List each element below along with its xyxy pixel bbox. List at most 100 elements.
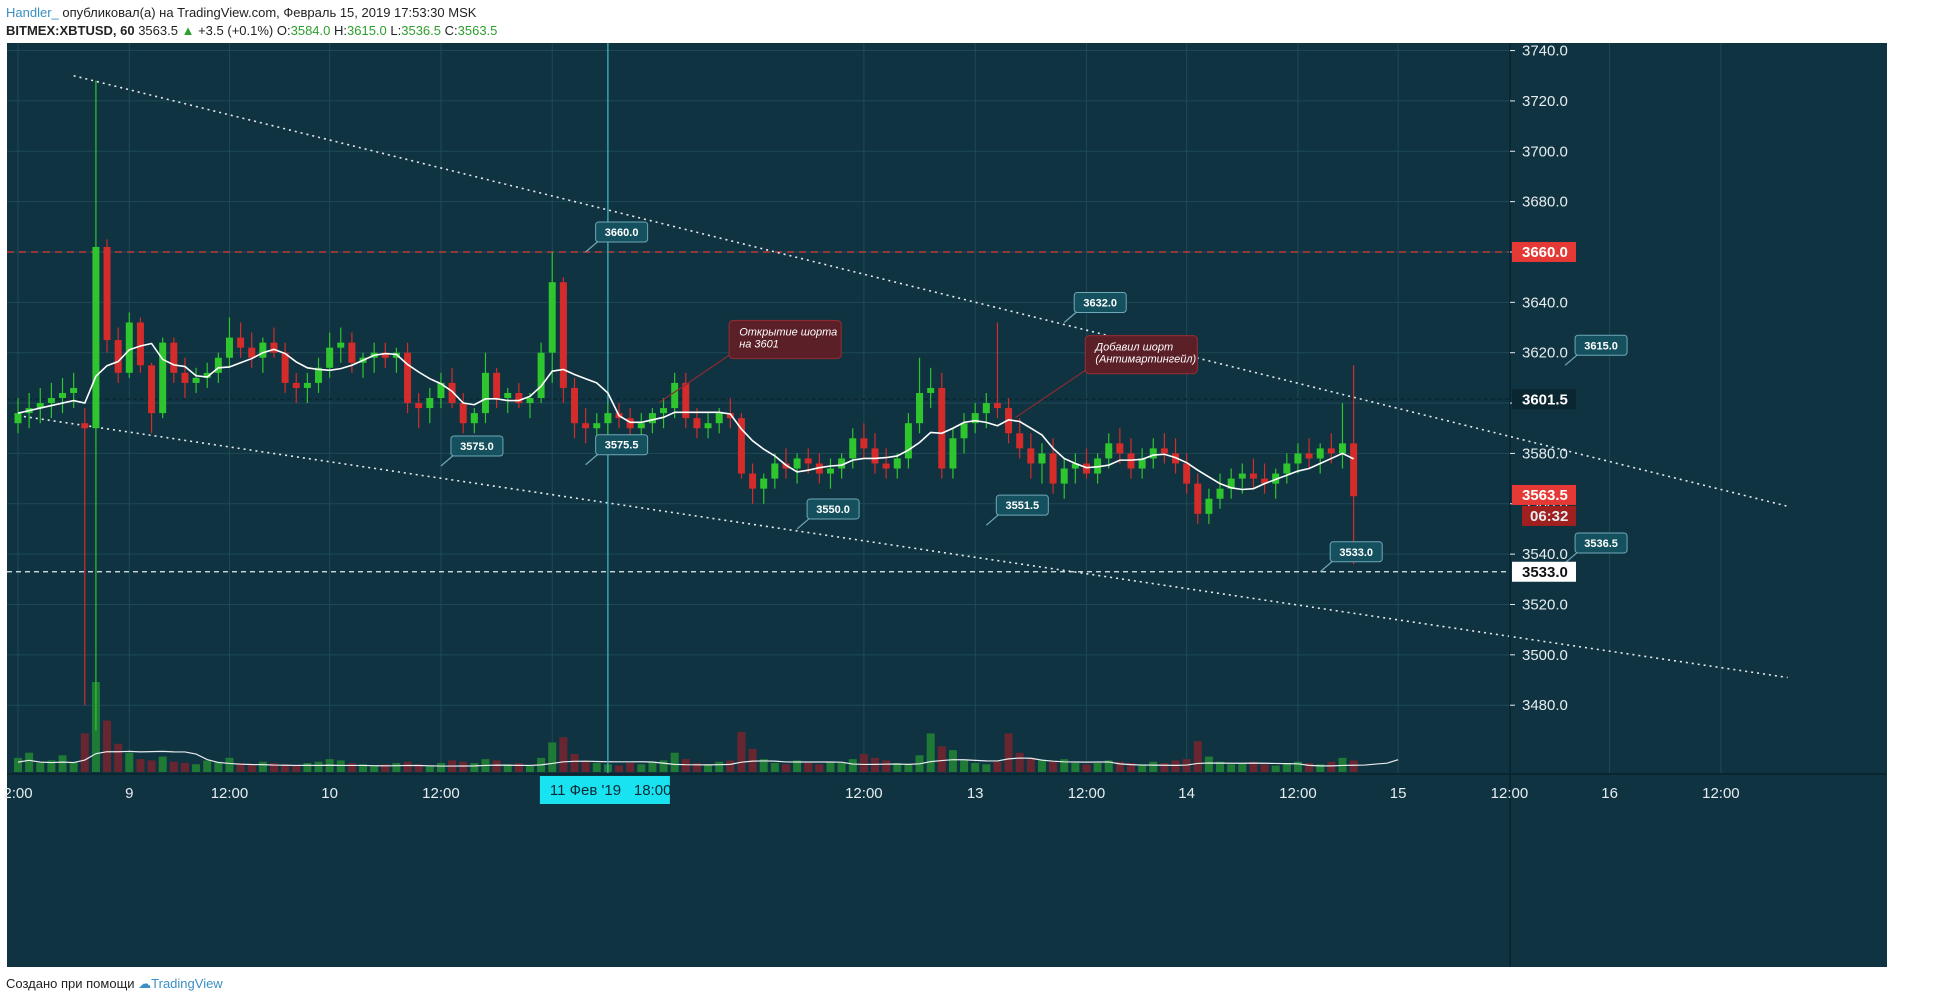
price-tick-label: 3480.0 [1522,697,1568,714]
volume-bar [993,761,1002,772]
volume-bar [548,742,557,772]
volume-bar [1282,763,1291,772]
candle-body [159,342,167,414]
candle-body [303,382,311,388]
volume-bar [114,743,123,772]
author-link[interactable]: Handler_ [6,5,59,20]
publish-line: Handler_ опубликовал(а) на TradingView.c… [6,4,497,22]
candle-body [849,438,857,459]
candle-body [660,408,668,414]
tradingview-logo-icon[interactable]: ☁ [138,976,152,991]
candle-body [1127,453,1135,469]
tradingview-link[interactable]: TradingView [151,976,223,991]
candle-body [1205,498,1213,514]
price-label: 3660.0 [1522,244,1568,261]
price-axis[interactable]: 3740.0 3720.0 3700.0 3680.0 3660.0 3640.0 3620… [1509,42,1576,967]
volume-bar [770,763,779,772]
footer: Создано при помощи ☁TradingView [6,976,223,992]
volume-bar [904,764,913,772]
volume-bar [1227,764,1236,772]
volume-bar [492,760,501,772]
volume-bar [225,757,234,772]
price-tick-label: 3640.0 [1522,294,1568,311]
volume-bar [425,765,434,772]
close-label: C: [444,23,458,38]
callout-label: 3550.0 [816,504,850,516]
volume-bar [793,760,802,772]
candle-body [192,377,200,383]
candle-body [604,413,612,424]
volume-bar [292,765,301,772]
candle-body [1305,453,1313,459]
callout-label: 3533.0 [1339,547,1373,559]
candle-body [470,413,478,424]
candle-body [1094,458,1102,474]
price-label: 3601.5 [1522,391,1568,408]
candle-body [1294,453,1302,464]
volume-bar [748,748,757,772]
volume-bar [570,754,579,772]
volume-bar [1349,760,1358,772]
candle-body [693,418,701,429]
price-label-box [1512,241,1576,262]
candle-body [726,413,734,419]
candle-body [270,342,278,353]
volume-bar [36,763,45,772]
time-tick-label: 14 [1178,785,1195,802]
callout-label: 3536.5 [1584,538,1618,550]
candle-body [916,392,924,424]
candle-body [459,403,467,424]
volume-bar [247,764,256,772]
candle-body [1116,443,1124,454]
candle-body [571,387,578,424]
volume-bar [47,760,56,772]
time-tick-label: 12:00 [1491,785,1529,802]
volume-bar [370,765,379,772]
candle-body [526,398,534,404]
price-tick-label: 3700.0 [1522,143,1568,160]
candle-body [826,468,834,474]
candle-body [404,352,412,404]
volume-bar [436,763,445,772]
volume-bar [948,750,957,772]
price-change: +3.5 (+0.1%) [198,23,274,38]
callout-label: 3660.0 [605,227,639,239]
candle-body [704,423,712,429]
candle-body [92,246,100,429]
candle-body [548,282,556,353]
time-tick-label: 12:00 [845,785,883,802]
volume-bar [381,764,390,772]
candle-body [136,322,144,366]
volume-bar [815,764,824,772]
volume-bar [737,732,746,772]
price-chart[interactable]: 3660.0 3575.0 3575.5 3550.0 3551.5 3632.0 3533… [0,42,1956,972]
volume-bar [25,752,34,772]
volume-bar [1271,765,1280,772]
low-value: 3536.5 [401,23,441,38]
price-label-box [1512,561,1576,582]
volume-bar [180,763,189,772]
candle-body [815,463,823,474]
candle-body [203,372,211,378]
candle-body [448,382,456,404]
volume-bar [359,764,368,772]
candle-body [1194,483,1202,514]
candle-body [593,423,601,429]
candle-body [1082,463,1090,474]
volume-bar [1260,764,1269,772]
candle-body [14,413,22,424]
trendline [17,414,1788,679]
annotations: 3660.0 3575.0 3575.5 3550.0 3551.5 3632.0 3533… [440,221,1628,573]
candle-body [960,423,968,439]
time-axis[interactable]: 2:00912:001012:001112:001312:001412:0015… [3,773,1886,804]
symbol-label: BITMEX:XBTUSD, 60 [6,23,135,38]
candles [14,80,1358,731]
volume-bar [1115,761,1124,772]
candle-body [381,352,389,358]
chart-header: Handler_ опубликовал(а) на TradingView.c… [6,4,497,40]
candle-body [214,357,222,373]
price-label: 3563.5 [1522,487,1568,504]
volume-bar [1149,761,1158,772]
price-tick-label: 3740.0 [1522,43,1568,60]
candle-body [626,418,634,429]
